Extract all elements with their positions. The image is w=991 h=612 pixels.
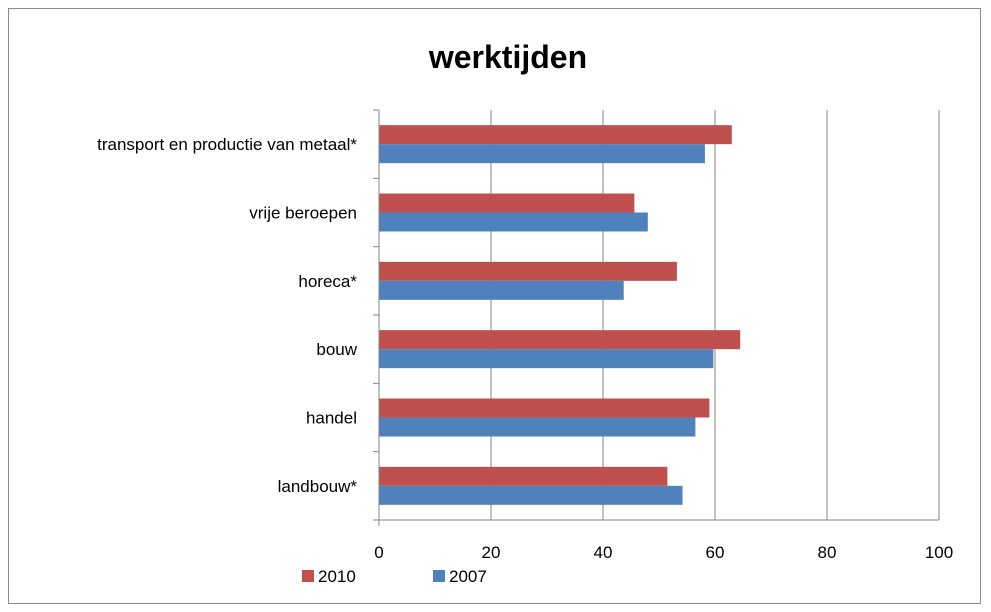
category-label: bouw [316, 340, 357, 359]
category-label: handel [306, 409, 357, 428]
bar [379, 125, 732, 145]
category-label: transport en productie van metaal* [97, 135, 357, 154]
legend: 2010 2007 [302, 567, 487, 586]
bar [379, 261, 677, 281]
bar [379, 349, 714, 369]
category-label: vrije beroepen [249, 204, 357, 223]
axes [373, 109, 939, 526]
bar [379, 485, 683, 505]
category-label: horeca* [298, 272, 357, 291]
chart-title: werktijden [428, 39, 587, 75]
x-tick-label: 40 [594, 543, 613, 562]
legend-label: 2007 [449, 567, 487, 586]
x-tick-label: 20 [482, 543, 501, 562]
x-tick-label: 80 [818, 543, 837, 562]
category-labels: landbouw* handel bouw horeca* vrije beroepen… [97, 135, 358, 496]
legend-label: 2010 [318, 567, 356, 586]
bar [379, 280, 624, 300]
bar [379, 466, 668, 486]
legend-swatch [433, 570, 445, 582]
x-tick-label: 100 [925, 543, 953, 562]
x-tick-label: 0 [374, 543, 383, 562]
bar [379, 212, 648, 232]
x-tick-labels: 0 20 40 60 80 100 [374, 543, 953, 562]
legend-swatch [302, 570, 314, 582]
bar [379, 193, 635, 213]
gridlines [490, 110, 940, 520]
bar [379, 417, 696, 437]
bar [379, 144, 705, 164]
bar [379, 398, 710, 418]
x-tick-label: 60 [706, 543, 725, 562]
bar [379, 330, 741, 350]
category-label: landbouw* [278, 477, 358, 496]
bars [379, 125, 741, 505]
